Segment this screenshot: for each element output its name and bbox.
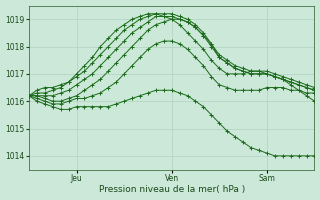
X-axis label: Pression niveau de la mer( hPa ): Pression niveau de la mer( hPa ): [99, 185, 245, 194]
